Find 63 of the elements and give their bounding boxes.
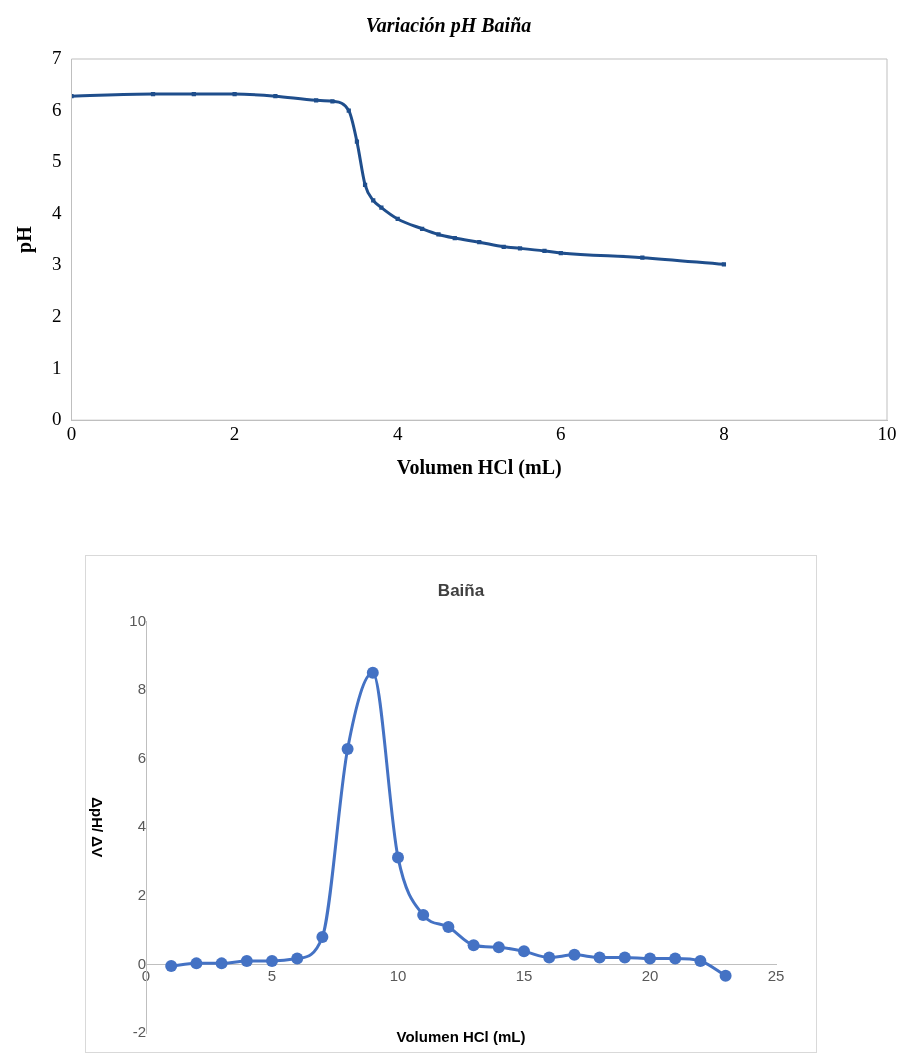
point: [669, 952, 682, 965]
x-axis-title: Volumen HCl (mL): [396, 1027, 526, 1045]
x-tick-label: 8: [719, 422, 729, 444]
point: [330, 99, 335, 104]
x-tick-label: 10: [389, 966, 407, 984]
point: [215, 957, 228, 970]
point: [291, 952, 304, 965]
y-tick-label: 0: [52, 408, 62, 430]
y-tick-label: 6: [137, 748, 146, 766]
point: [417, 909, 430, 922]
point: [354, 139, 360, 144]
y-tick-label: 7: [52, 46, 62, 68]
point: [436, 232, 441, 237]
point: [240, 954, 253, 967]
chart-title: Baiña: [437, 580, 485, 600]
y-axis-title: pH: [13, 225, 37, 253]
y-tick-label: 0: [137, 954, 146, 972]
x-tick-label: 6: [556, 422, 566, 444]
y-tick-label: -2: [132, 1023, 146, 1041]
x-tick-label: 0: [66, 422, 77, 444]
y-tick-label: 10: [129, 611, 146, 629]
point: [442, 921, 455, 934]
y-axis-title: ΔpH/ ΔV: [89, 797, 107, 858]
y-tick-label: 6: [52, 98, 62, 120]
y-tick-label: 4: [137, 817, 146, 835]
y-tick-label: 5: [52, 150, 62, 172]
x-tick-label: 4: [392, 422, 403, 444]
x-tick-label: 20: [641, 966, 659, 984]
x-axis-title: Volumen HCl (mL): [396, 456, 562, 480]
y-tick-label: 3: [52, 253, 62, 275]
point: [165, 960, 178, 973]
point: [190, 957, 203, 970]
x-tick-label: 5: [267, 966, 277, 984]
y-tick-label: 4: [52, 201, 62, 223]
point: [346, 108, 351, 113]
x-tick-label: 25: [767, 966, 785, 984]
point: [392, 851, 404, 864]
point: [518, 945, 530, 958]
point: [542, 248, 547, 254]
x-tick-label: 10: [877, 422, 897, 444]
point: [379, 205, 384, 210]
point: [341, 743, 354, 755]
point: [593, 951, 606, 964]
point: [694, 954, 707, 967]
point: [543, 951, 556, 964]
point: [232, 91, 237, 97]
point: [371, 198, 376, 203]
point: [316, 930, 329, 943]
y-tick-label: 1: [52, 356, 62, 378]
point: [644, 952, 656, 965]
point: [719, 969, 732, 982]
x-tick-label: 15: [515, 966, 533, 984]
point: [492, 941, 505, 954]
y-tick-label: 2: [137, 885, 146, 903]
y-tick-label: 2: [52, 304, 62, 326]
x-tick-label: 2: [229, 422, 240, 444]
point: [618, 951, 631, 964]
y-tick-label: 8: [137, 680, 146, 698]
point: [467, 939, 480, 952]
point: [266, 954, 278, 967]
point: [568, 948, 581, 961]
chart-title: Variación pH Baiña: [365, 14, 532, 38]
point: [366, 666, 379, 679]
